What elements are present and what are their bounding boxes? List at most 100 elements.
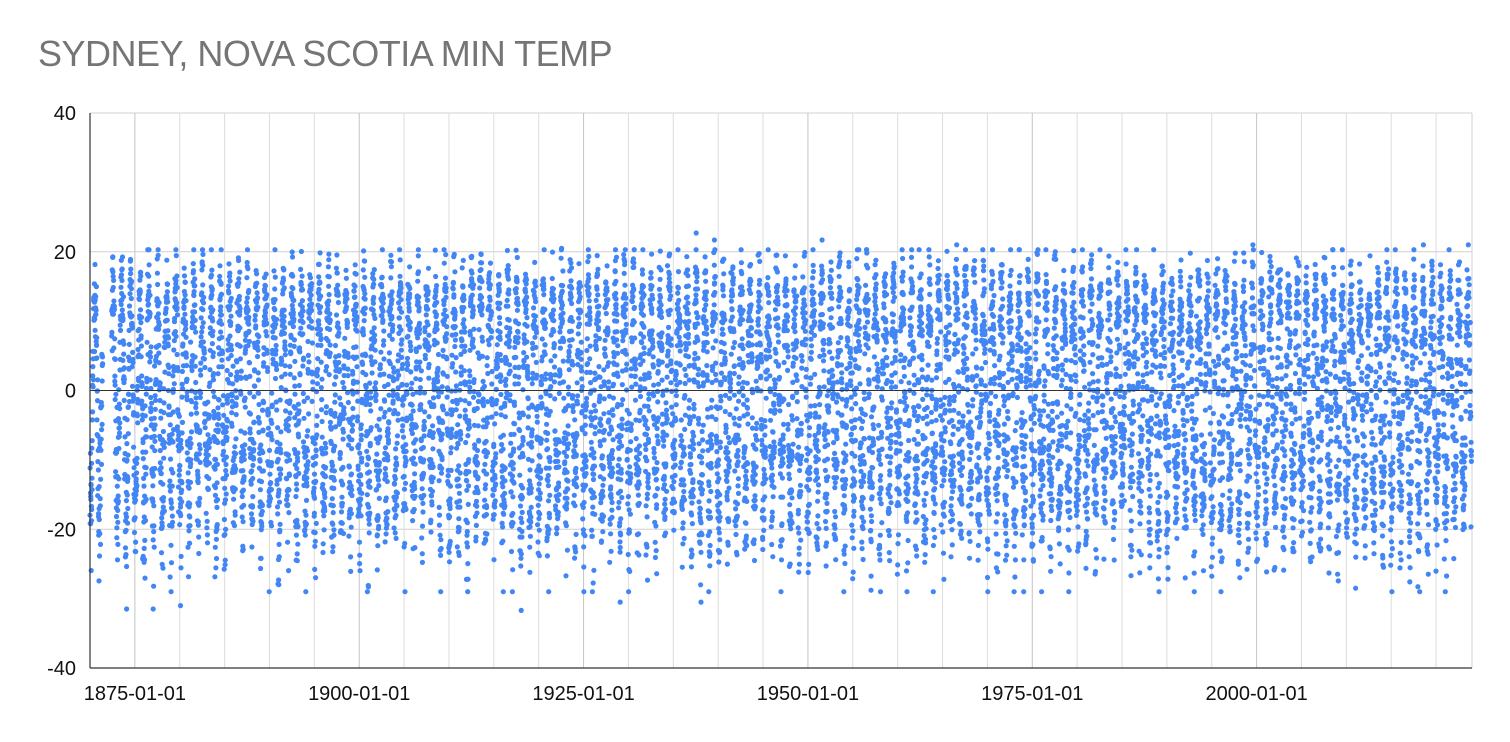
data-point (576, 321, 583, 327)
data-point (479, 353, 485, 359)
data-point (691, 413, 697, 419)
data-point (215, 439, 221, 446)
data-point (481, 402, 487, 408)
data-point (300, 439, 307, 445)
data-point (622, 247, 628, 253)
data-point (621, 252, 627, 258)
data-point (98, 461, 105, 467)
data-point (401, 396, 407, 402)
data-point (669, 404, 675, 410)
data-point (214, 480, 220, 486)
data-point (307, 275, 313, 281)
data-point (596, 364, 602, 370)
data-point (595, 325, 602, 331)
data-point (287, 410, 293, 416)
data-point (135, 346, 141, 353)
data-point (532, 318, 538, 324)
data-point (708, 405, 714, 411)
data-point (565, 384, 572, 390)
data-point (180, 386, 186, 392)
data-point (543, 371, 549, 377)
data-point (587, 369, 593, 375)
data-point (464, 520, 470, 526)
data-point (332, 410, 338, 416)
data-point (310, 379, 316, 385)
data-point (123, 514, 130, 520)
data-point (444, 356, 450, 362)
data-point (96, 553, 103, 559)
data-point (550, 312, 556, 318)
data-point (509, 589, 515, 595)
data-point (628, 421, 635, 427)
data-point (156, 326, 162, 332)
data-point (209, 267, 215, 273)
data-point (282, 371, 288, 377)
data-point (390, 322, 396, 328)
data-point (151, 415, 157, 421)
data-point (665, 348, 671, 354)
data-point (570, 393, 576, 399)
data-point (159, 523, 165, 529)
data-point (136, 326, 142, 332)
data-point (381, 356, 387, 362)
data-point (545, 472, 551, 479)
data-point (404, 355, 411, 361)
data-point (216, 397, 222, 403)
data-point (523, 289, 529, 295)
data-point (510, 494, 516, 500)
data-point (486, 303, 492, 309)
data-point (510, 466, 516, 472)
data-point (92, 261, 98, 268)
data-point (295, 450, 301, 456)
data-point (168, 589, 174, 595)
data-point (697, 506, 704, 512)
data-point (426, 344, 432, 350)
data-point (139, 382, 145, 388)
data-point (207, 380, 213, 386)
data-point (148, 394, 154, 401)
data-point (324, 364, 330, 370)
data-point (685, 325, 691, 331)
data-point (682, 426, 688, 432)
data-point (511, 480, 517, 486)
data-point (210, 353, 216, 360)
data-point (333, 265, 339, 271)
data-point (146, 262, 152, 268)
data-point (93, 311, 99, 317)
data-point (592, 408, 599, 414)
data-point (641, 345, 647, 351)
data-point (421, 425, 427, 431)
data-point (579, 384, 585, 390)
data-point (175, 368, 181, 374)
data-point (578, 309, 584, 315)
data-point (497, 336, 503, 342)
data-point (389, 315, 395, 321)
data-point (355, 466, 361, 472)
data-point (303, 512, 309, 518)
data-point (456, 552, 462, 559)
data-point (258, 565, 264, 572)
data-point (552, 353, 558, 359)
data-point (419, 523, 426, 529)
data-point (98, 447, 104, 453)
data-point (428, 529, 434, 535)
data-point (558, 255, 564, 261)
data-point (364, 589, 370, 595)
data-point (456, 516, 462, 522)
data-point (126, 341, 132, 347)
data-point (698, 582, 704, 588)
data-point (389, 289, 395, 295)
data-point (693, 299, 699, 306)
data-point (335, 320, 341, 326)
data-point (122, 434, 128, 440)
data-point (632, 357, 639, 363)
data-point (631, 304, 638, 311)
data-point (559, 288, 565, 294)
data-point (157, 397, 163, 404)
data-point (159, 515, 165, 521)
data-point (118, 284, 124, 290)
data-point (465, 433, 471, 439)
data-point (614, 362, 620, 368)
data-point (147, 311, 153, 317)
data-point (99, 354, 106, 360)
